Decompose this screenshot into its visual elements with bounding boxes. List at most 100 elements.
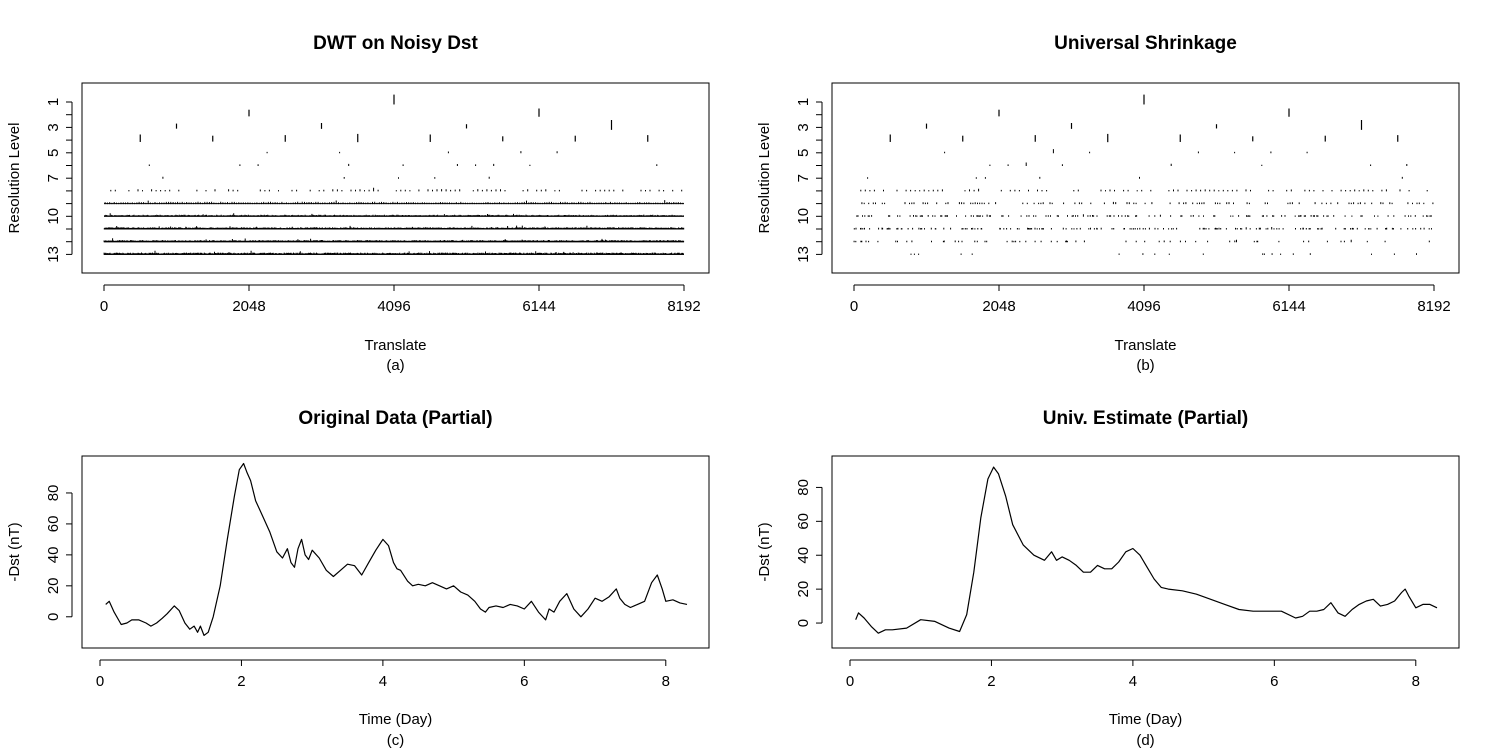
panel-c: Original Data (Partial) Time (Day) (c) -Dst… xyxy=(6,408,710,749)
x-tick-label: 4 xyxy=(379,673,387,690)
coefficient-marks xyxy=(944,149,1308,154)
level-9-coefficients xyxy=(104,200,684,205)
level-3-coefficients xyxy=(925,120,1363,130)
level-2-coefficients xyxy=(998,108,1290,117)
x-tick-label: 8 xyxy=(662,673,670,690)
x-tick-label: 4096 xyxy=(1127,298,1160,315)
x-tick-label: 0 xyxy=(96,673,104,690)
plot-frame xyxy=(81,455,710,649)
y-tick-label: 3 xyxy=(795,123,812,131)
y-tick-label: 80 xyxy=(795,479,812,496)
level-3-coefficients xyxy=(175,120,613,130)
x-tick-label: 4 xyxy=(1129,673,1137,690)
level-2-coefficients xyxy=(248,108,540,117)
y-tick-label: 5 xyxy=(45,149,62,157)
level-5-coefficients xyxy=(266,151,558,154)
coefficient-marks xyxy=(860,188,1428,192)
y-tick-label: 0 xyxy=(795,619,812,627)
y-tick-label: 60 xyxy=(45,516,62,533)
y-tick-label: 20 xyxy=(45,577,62,594)
y-tick-label: 10 xyxy=(45,208,62,225)
y-axis-label: Resolution Level xyxy=(6,123,23,234)
series-line xyxy=(855,466,1438,634)
coefficient-marks xyxy=(103,225,685,230)
coefficient-marks xyxy=(103,250,684,255)
y-tick-label: 1 xyxy=(45,98,62,106)
panel-a: DWT on Noisy Dst Translate (a) Resolution L… xyxy=(6,33,710,374)
panel-caption: (b) xyxy=(1136,357,1154,374)
y-tick-label: 1 xyxy=(795,98,812,106)
level-5-coefficients xyxy=(944,149,1308,154)
x-tick-label: 6144 xyxy=(522,298,555,315)
x-axis-label: Time (Day) xyxy=(1109,711,1183,728)
y-tick-label: 0 xyxy=(45,613,62,621)
x-tick-label: 2048 xyxy=(232,298,265,315)
y-tick-label: 10 xyxy=(795,208,812,225)
y-tick-label: 60 xyxy=(795,513,812,530)
coefficient-marks xyxy=(104,200,684,205)
level-11-coefficients xyxy=(853,227,1432,230)
x-tick-label: 2 xyxy=(237,673,245,690)
y-tick-label: 20 xyxy=(795,581,812,598)
y-tick-label: 13 xyxy=(795,246,812,263)
x-tick-label: 4096 xyxy=(377,298,410,315)
panel-d: Univ. Estimate (Partial) Time (Day) (d) -Ds… xyxy=(756,408,1460,749)
coefficient-marks xyxy=(989,162,1408,166)
coefficients xyxy=(853,94,1434,255)
level-7-coefficients xyxy=(867,176,1403,179)
x-axis-label: Translate xyxy=(365,337,427,354)
coefficient-marks xyxy=(104,213,684,217)
plot-frame xyxy=(831,455,1460,649)
coefficient-marks xyxy=(148,163,658,166)
x-tick-label: 2 xyxy=(987,673,995,690)
x-tick-label: 0 xyxy=(846,673,854,690)
chart-title: Univ. Estimate (Partial) xyxy=(1043,408,1249,429)
x-tick-label: 2048 xyxy=(982,298,1015,315)
x-tick-label: 8 xyxy=(1412,673,1420,690)
x-axis: 0 2 4 6 8 xyxy=(846,659,1420,690)
level-7-coefficients xyxy=(162,176,490,179)
y-axis-label: -Dst (nT) xyxy=(756,522,773,581)
level-4-coefficients xyxy=(889,133,1399,143)
level-6-coefficients xyxy=(989,162,1408,166)
plot-frame xyxy=(81,82,710,274)
level-9-coefficients xyxy=(861,201,1434,205)
level-12-coefficients xyxy=(103,238,685,243)
coefficient-marks xyxy=(861,201,1434,205)
coefficient-marks xyxy=(103,238,685,243)
x-axis: 0 2 4 6 8 xyxy=(96,659,670,690)
coefficient-marks xyxy=(162,176,490,179)
x-tick-label: 8192 xyxy=(1417,298,1450,315)
y-tick-label: 40 xyxy=(795,547,812,564)
level-10-coefficients xyxy=(856,214,1432,217)
plot-frame xyxy=(831,82,1460,274)
y-tick-label: 3 xyxy=(45,123,62,131)
y-tick-label: 80 xyxy=(45,485,62,502)
level-12-coefficients xyxy=(853,239,1430,243)
x-tick-label: 6144 xyxy=(1272,298,1305,315)
coefficient-marks xyxy=(910,253,1417,255)
x-axis-label: Time (Day) xyxy=(359,711,433,728)
chart-title: DWT on Noisy Dst xyxy=(313,33,478,54)
y-axis: 0 20 40 60 80 xyxy=(45,485,73,621)
coefficient-marks xyxy=(853,239,1430,243)
coefficient-marks xyxy=(110,187,683,192)
x-axis: 0 2048 4096 6144 8192 xyxy=(850,284,1451,315)
coefficient-marks xyxy=(856,214,1432,217)
y-tick-label: 13 xyxy=(45,246,62,263)
level-11-coefficients xyxy=(103,225,685,230)
level-8-coefficients xyxy=(110,187,683,192)
coefficient-marks xyxy=(867,176,1403,179)
y-tick-label: 7 xyxy=(795,174,812,182)
x-axis-label: Translate xyxy=(1115,337,1177,354)
y-axis-label: -Dst (nT) xyxy=(6,522,23,581)
coefficients xyxy=(103,94,685,255)
panel-b: Universal Shrinkage Translate (b) Resolutio… xyxy=(756,33,1460,374)
x-tick-label: 8192 xyxy=(667,298,700,315)
y-tick-label: 40 xyxy=(45,547,62,564)
panel-caption: (c) xyxy=(387,732,405,749)
panel-caption: (a) xyxy=(386,357,404,374)
coefficient-marks xyxy=(853,227,1432,230)
